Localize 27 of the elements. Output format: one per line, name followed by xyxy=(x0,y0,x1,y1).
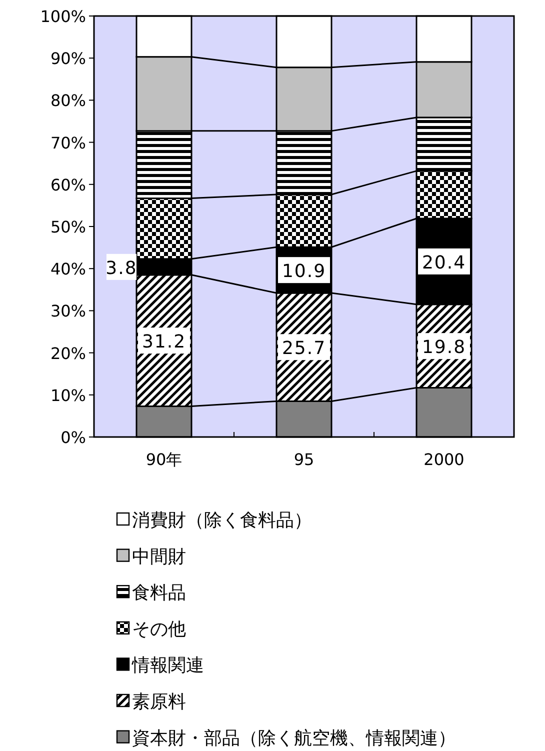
data-label: 31.2 xyxy=(142,332,186,353)
y-tick-label: 20% xyxy=(50,344,86,363)
legend-label: 消費財（除く食料品） xyxy=(132,510,312,531)
legend-label: 資本財・部品（除く航空機、情報関連） xyxy=(132,728,456,749)
legend-label: 情報関連 xyxy=(131,655,204,676)
y-tick-label: 40% xyxy=(50,260,86,279)
y-tick-label: 80% xyxy=(50,91,86,110)
legend-label: 中間財 xyxy=(132,546,186,568)
legend-label: その他 xyxy=(132,618,186,640)
data-label: 20.4 xyxy=(422,252,466,274)
y-tick-label: 10% xyxy=(50,386,86,405)
y-tick-label: 60% xyxy=(50,175,86,194)
legend-label: 食料品 xyxy=(132,582,186,604)
legend-label: 素原料 xyxy=(132,692,186,712)
y-tick-label: 70% xyxy=(50,133,86,152)
data-label: 10.9 xyxy=(282,261,326,282)
data-label: 3.8 xyxy=(106,258,138,279)
y-tick-label: 30% xyxy=(50,302,86,321)
y-tick-label: 50% xyxy=(50,218,86,236)
x-tick-label: 95 xyxy=(294,450,314,469)
y-tick-label: 0% xyxy=(60,428,86,447)
x-tick-label: 2000 xyxy=(424,450,464,469)
y-tick-label: 90% xyxy=(50,49,86,68)
data-label: 25.7 xyxy=(282,338,326,360)
data-label: 19.8 xyxy=(422,337,466,358)
x-tick-label: 90年 xyxy=(146,450,182,469)
y-tick-label: 100% xyxy=(40,7,86,26)
